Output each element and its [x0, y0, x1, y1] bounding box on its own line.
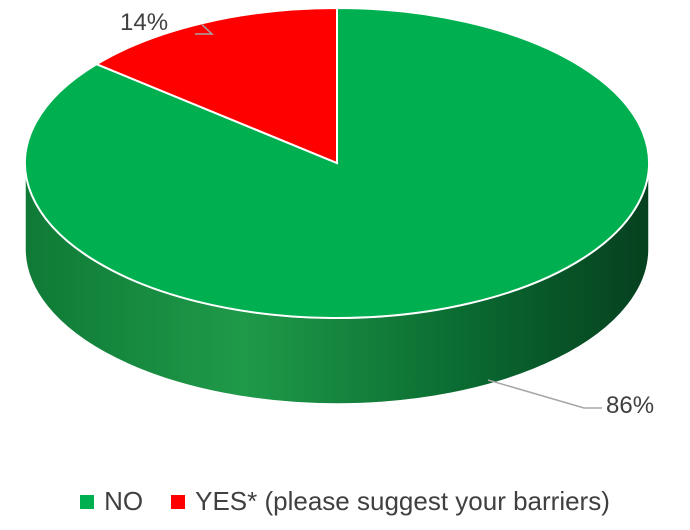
data-label-yes: 14% [120, 9, 168, 36]
leader-line-no [487, 379, 602, 409]
slice-yes [94, 6, 338, 165]
legend-swatch-no [80, 494, 95, 509]
legend-swatch-yes [171, 494, 186, 509]
data-label-no: 86% [606, 392, 654, 419]
legend: NO YES* (please suggest your barriers) [0, 486, 690, 517]
legend-label-yes: YES* (please suggest your barriers) [195, 486, 610, 516]
legend-item-no: NO [80, 486, 143, 517]
legend-label-no: NO [104, 486, 144, 516]
leader-line-yes [195, 24, 214, 35]
legend-item-yes: YES* (please suggest your barriers) [171, 486, 610, 517]
pie-chart: 14% 86% [24, 6, 654, 419]
